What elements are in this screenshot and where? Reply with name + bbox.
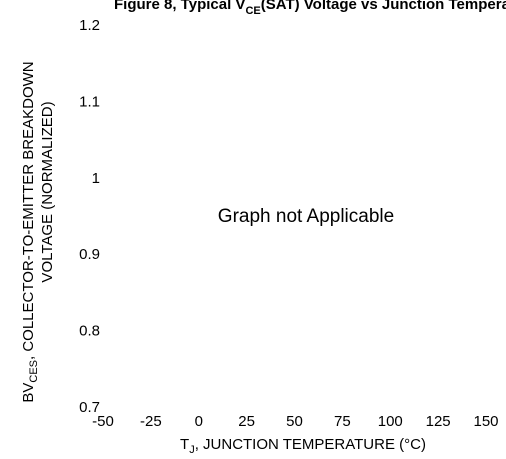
x-tick-labels: -50 -25 0 25 50 75 100 125 150 — [92, 413, 498, 430]
x-axis-label: TJ, JUNCTION TEMPERATURE (°C) — [180, 436, 426, 456]
chart-title-main: Figure 8, Typical V — [114, 0, 245, 13]
x-tick-label: 100 — [378, 413, 403, 430]
y-axis-label-line2: VOLTAGE (NORMALIZED) — [39, 101, 56, 282]
y-tick-label: 0.8 — [79, 323, 100, 340]
y-tick-labels: 1.2 1.1 1 0.9 0.8 0.7 — [79, 17, 100, 416]
x-tick-label: 50 — [286, 413, 303, 430]
y-tick-label: 1.2 — [79, 17, 100, 34]
y-axis-label-line1: BVCES, COLLECTOR-TO-EMITTER BREAKDOWN — [20, 61, 40, 402]
x-tick-label: 0 — [195, 413, 203, 430]
y-axis-label-ces: CES — [28, 360, 40, 383]
chart-title-rest: (SAT) Voltage vs Junction Temperature — [261, 0, 506, 13]
y-axis-label: BVCES, COLLECTOR-TO-EMITTER BREAKDOWN VO… — [20, 61, 56, 402]
chart-title: Figure 8, Typical VCE(SAT) Voltage vs Ju… — [114, 0, 506, 17]
x-tick-label: 125 — [426, 413, 451, 430]
x-axis-label-j: J — [189, 444, 195, 456]
x-tick-label: -50 — [92, 413, 114, 430]
y-axis-label-rest: , COLLECTOR-TO-EMITTER BREAKDOWN — [20, 61, 37, 360]
x-axis-label-rest: , JUNCTION TEMPERATURE (°C) — [195, 436, 426, 453]
x-tick-label: 25 — [238, 413, 255, 430]
chart-title-sub: CE — [245, 5, 260, 17]
x-axis-label-t: T — [180, 436, 189, 453]
graph-annotation: Graph not Applicable — [218, 206, 394, 227]
y-tick-label: 1 — [92, 170, 100, 187]
x-tick-label: 150 — [473, 413, 498, 430]
y-tick-label: 1.1 — [79, 93, 100, 110]
y-axis-label-bv: BV — [20, 383, 37, 403]
y-tick-label: 0.9 — [79, 246, 100, 263]
y-tick-label: 0.7 — [79, 399, 100, 416]
x-tick-label: 75 — [334, 413, 351, 430]
x-tick-label: -25 — [140, 413, 162, 430]
